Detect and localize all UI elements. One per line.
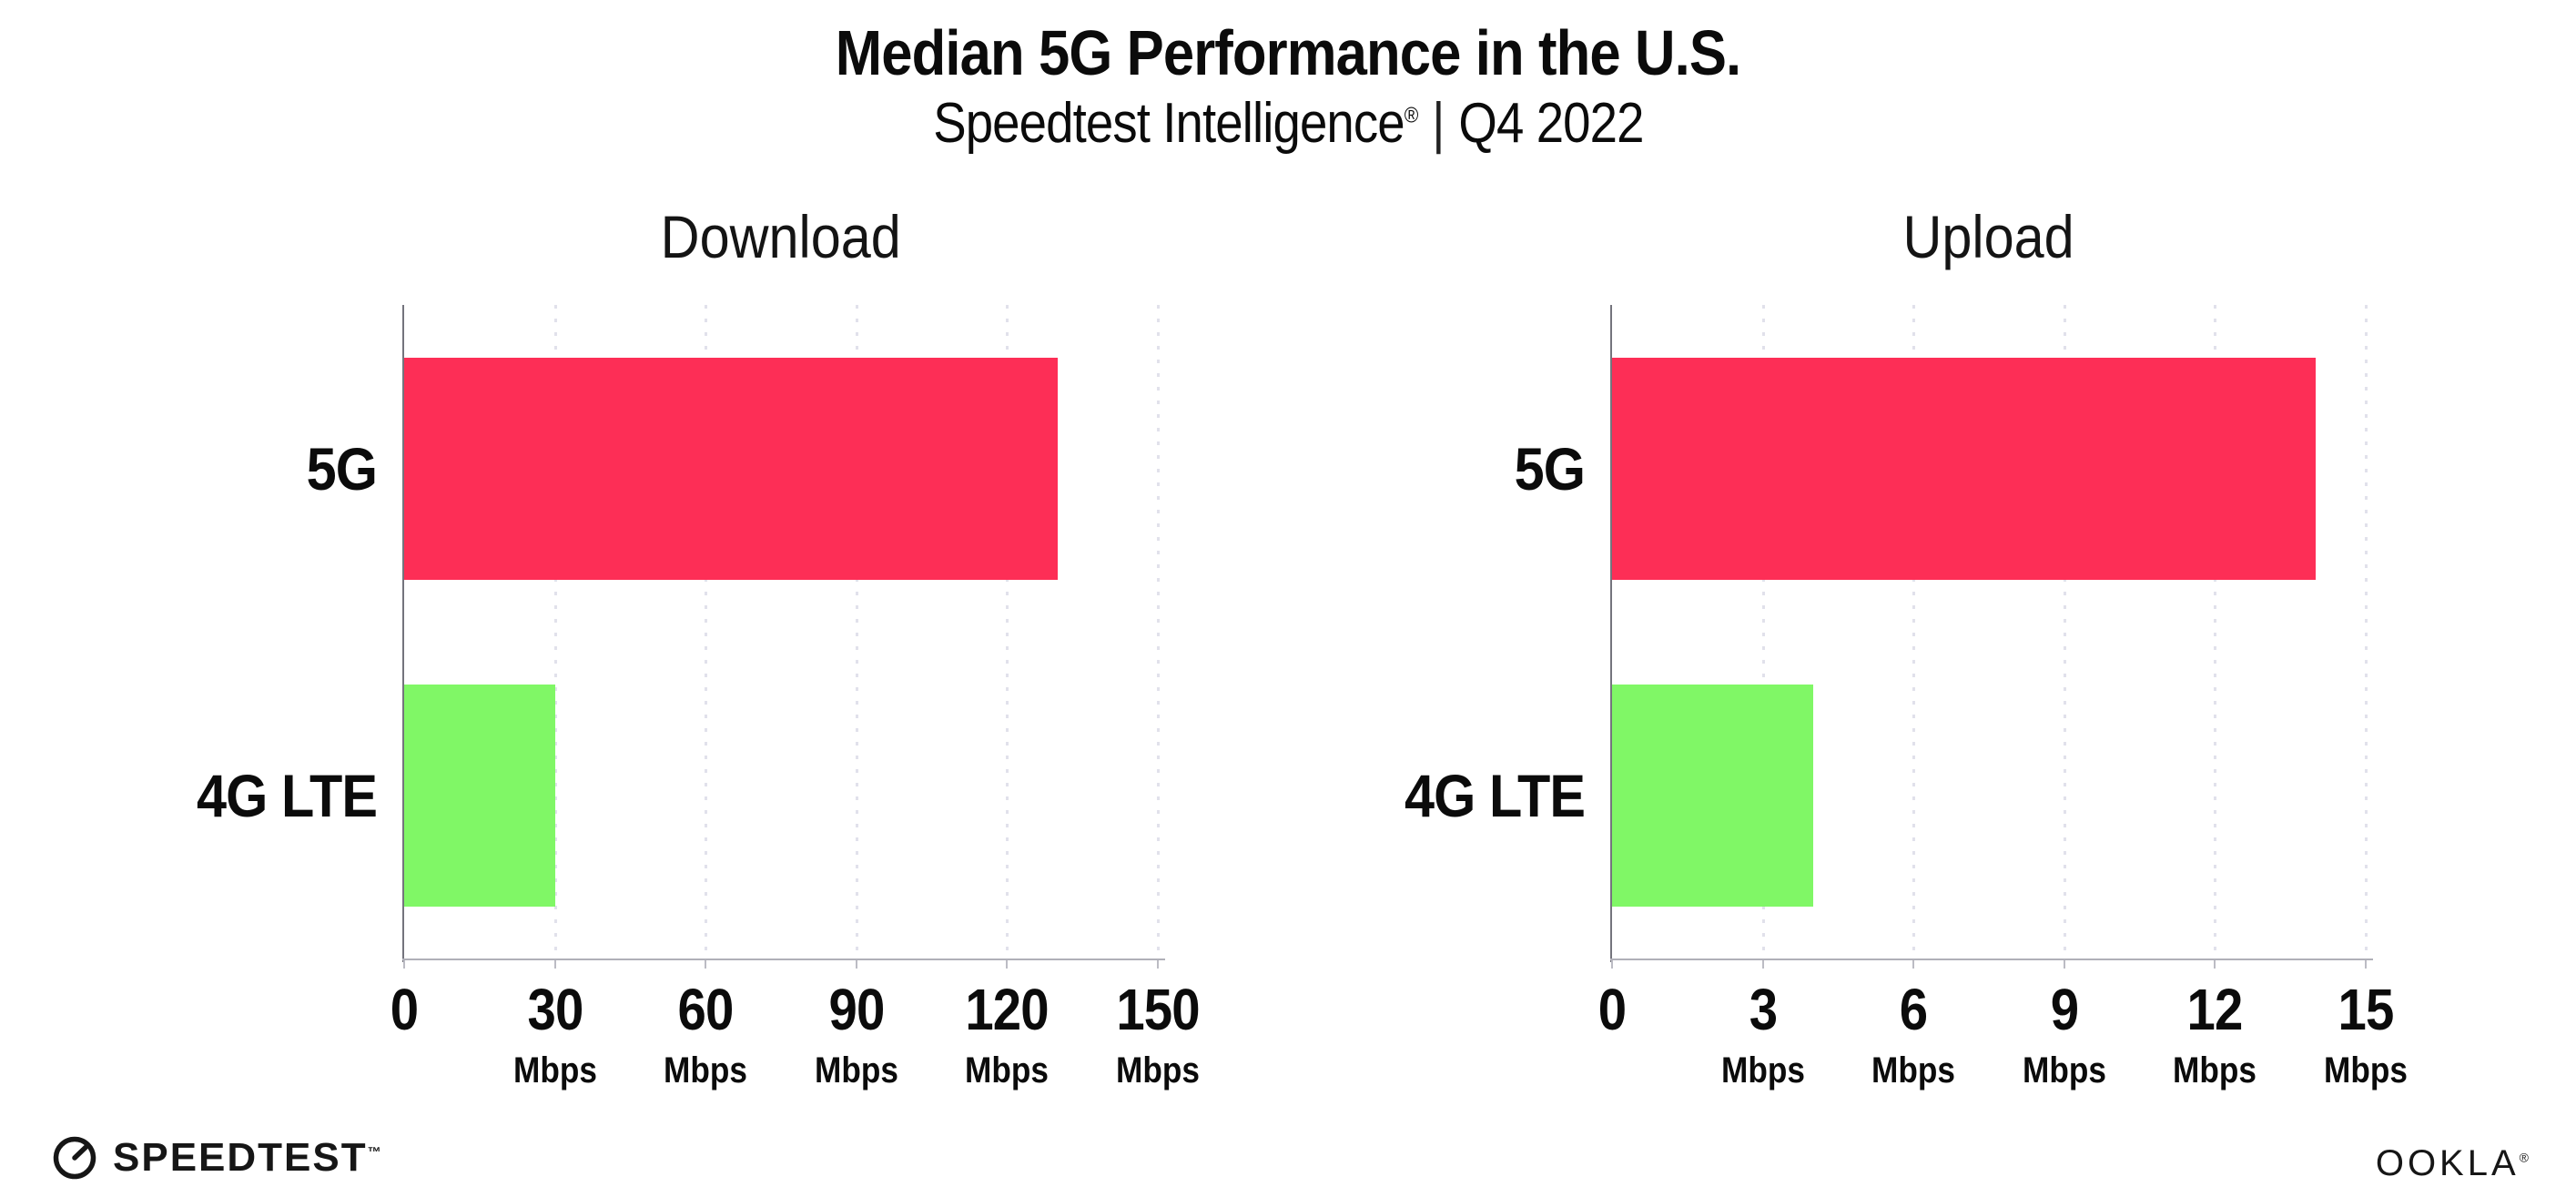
bar-4g-lte <box>404 684 555 907</box>
category-label-5g: 5G <box>49 431 378 507</box>
header: Median 5G Performance in the U.S. Speedt… <box>0 0 2576 155</box>
x-axis-tick <box>1611 960 1613 969</box>
gridline <box>1761 305 1765 959</box>
x-axis-tick <box>1157 960 1159 969</box>
x-tick-unit: Mbps <box>1720 1050 1805 1090</box>
x-tick-value: 60 <box>677 977 735 1042</box>
x-tick-label: 30 Mbps <box>473 976 637 1091</box>
x-tick-label: 120 Mbps <box>925 976 1089 1091</box>
x-tick-value: 120 <box>965 977 1050 1042</box>
gridline <box>2063 305 2066 959</box>
chart-title-text: Download <box>660 203 902 270</box>
x-tick-unit: Mbps <box>1871 1050 1956 1090</box>
x-axis-line <box>402 959 1165 960</box>
x-axis-line <box>1610 959 2373 960</box>
speedtest-wordmark: SPEEDTEST™ <box>113 1135 383 1180</box>
registered-mark-icon: ® <box>1404 103 1418 128</box>
x-tick-unit: Mbps <box>1116 1050 1200 1090</box>
x-tick-label: 150 Mbps <box>1076 976 1240 1091</box>
x-axis-tick <box>403 960 405 969</box>
x-axis-tick <box>2214 960 2216 969</box>
x-tick-label: 0 <box>1530 976 1694 1043</box>
x-tick-value: 3 <box>1749 977 1777 1042</box>
x-tick-value: 9 <box>2050 977 2079 1042</box>
x-tick-value: 90 <box>828 977 885 1042</box>
x-axis-tick <box>2063 960 2065 969</box>
category-label-5g: 5G <box>1257 431 1586 507</box>
x-tick-label: 6 Mbps <box>1831 976 1995 1091</box>
x-tick-unit: Mbps <box>512 1050 597 1090</box>
x-tick-value: 30 <box>527 977 583 1042</box>
x-tick-unit: Mbps <box>2324 1050 2408 1090</box>
category-label-text: 4G LTE <box>196 761 378 829</box>
category-label-text: 4G LTE <box>1404 761 1586 829</box>
x-tick-label: 60 Mbps <box>624 976 787 1091</box>
x-tick-unit: Mbps <box>664 1050 748 1090</box>
x-tick-value: 0 <box>1597 977 1627 1042</box>
subtitle-separator: | <box>1431 92 1445 155</box>
ookla-wordmark: OOKLA® <box>2375 1143 2532 1183</box>
subtitle-brand: Speedtest Intelligence <box>932 92 1405 155</box>
x-tick-value: 150 <box>1116 977 1200 1042</box>
gridline <box>705 305 708 959</box>
y-axis-line <box>1610 305 1612 962</box>
gridline <box>855 305 858 959</box>
bar-5g <box>404 357 1058 580</box>
category-label-text: 5G <box>306 434 378 502</box>
x-tick-label: 15 Mbps <box>2284 976 2448 1091</box>
x-tick-label: 0 <box>322 976 486 1043</box>
subtitle-period: Q4 2022 <box>1458 92 1644 155</box>
gridline <box>1912 305 1916 959</box>
chart-title-text: Upload <box>1902 203 2075 270</box>
x-axis-tick <box>1761 960 1764 969</box>
gridline <box>1006 305 1009 959</box>
registered-mark-icon: ® <box>2519 1150 2532 1165</box>
chart-title: Upload <box>1612 202 2366 275</box>
x-tick-value: 6 <box>1899 977 1928 1042</box>
speedtest-logo: SPEEDTEST™ <box>51 1134 383 1182</box>
x-tick-value: 15 <box>2338 977 2395 1042</box>
category-label-text: 5G <box>1514 434 1586 502</box>
gridline <box>1157 305 1160 959</box>
x-tick-unit: Mbps <box>2022 1050 2106 1090</box>
trademark-icon: ™ <box>367 1144 383 1161</box>
plot-area <box>1610 305 2373 962</box>
bar-5g <box>1612 357 2316 580</box>
x-tick-label: 90 Mbps <box>775 976 938 1091</box>
page-title: Median 5G Performance in the U.S. <box>835 17 1741 88</box>
page-subtitle: Speedtest Intelligence® | Q4 2022 <box>0 91 2576 156</box>
x-axis-tick <box>1006 960 1009 969</box>
x-tick-label: 3 Mbps <box>1681 976 1845 1091</box>
category-label-4g-lte: 4G LTE <box>49 757 378 834</box>
x-tick-unit: Mbps <box>814 1050 898 1090</box>
x-tick-label: 9 Mbps <box>1983 976 2146 1091</box>
gridline <box>2214 305 2217 959</box>
x-axis-tick <box>705 960 707 969</box>
x-tick-value: 12 <box>2186 977 2244 1042</box>
speedtest-gauge-icon <box>53 1136 96 1180</box>
x-tick-unit: Mbps <box>965 1050 1050 1090</box>
x-axis-tick <box>2365 960 2367 969</box>
plot-area <box>402 305 1165 962</box>
x-axis-tick <box>1912 960 1915 969</box>
gridline <box>553 305 557 959</box>
category-label-4g-lte: 4G LTE <box>1257 757 1586 834</box>
x-tick-unit: Mbps <box>2173 1050 2257 1090</box>
gridline <box>2365 305 2368 959</box>
x-tick-label: 12 Mbps <box>2133 976 2297 1091</box>
x-axis-tick <box>855 960 857 969</box>
y-axis-line <box>402 305 404 962</box>
x-tick-value: 0 <box>390 977 419 1042</box>
ookla-logo: OOKLA® <box>2376 1143 2532 1184</box>
chart-title: Download <box>404 202 1158 275</box>
bar-4g-lte <box>1612 684 1813 907</box>
x-axis-tick <box>553 960 556 969</box>
